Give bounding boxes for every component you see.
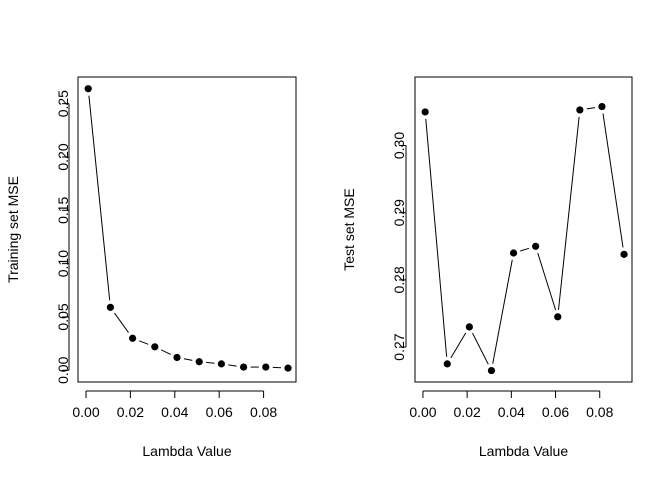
training-series-segment xyxy=(160,349,171,355)
test-y-tick-label: 0.27 xyxy=(391,333,407,360)
training-mse-chart: 0.00 0.02 0.04 0.06 0.08 0.00 0.05 0.10 0.15 0.20… xyxy=(5,76,297,459)
training-x-axis-title: Lambda Value xyxy=(142,443,231,459)
test-series-segment xyxy=(472,332,489,365)
test-series-segment xyxy=(586,107,596,110)
test-series-segment xyxy=(492,259,513,364)
training-data-point xyxy=(240,363,248,371)
test-data-point xyxy=(576,106,584,114)
training-series-segment xyxy=(88,95,111,301)
test-series-segment xyxy=(520,247,530,252)
test-series-segment xyxy=(537,252,557,311)
training-data-point xyxy=(195,358,203,366)
test-x-tick-label: 0.06 xyxy=(542,404,569,420)
training-plot-frame xyxy=(77,76,297,383)
training-y-axis-title: Training set MSE xyxy=(5,176,21,283)
training-y-tick-label: 0.05 xyxy=(55,303,71,330)
test-series-segment xyxy=(557,116,580,310)
test-data-point xyxy=(532,242,540,250)
test-x-tick-label: 0.04 xyxy=(498,404,525,420)
training-y-tick-label: 0.10 xyxy=(55,250,71,277)
test-data-point xyxy=(443,360,451,368)
test-y-tick-label: 0.30 xyxy=(391,132,407,159)
training-series-segment xyxy=(114,312,129,333)
test-series-segment xyxy=(425,118,448,357)
test-plot-frame xyxy=(414,76,633,383)
training-y-tick-label: 0.15 xyxy=(55,196,71,223)
test-data-point xyxy=(465,323,473,331)
test-x-tick-label: 0.00 xyxy=(409,404,436,420)
training-series-segment xyxy=(228,364,237,367)
training-data-point xyxy=(284,364,292,372)
training-series-segment xyxy=(138,340,149,345)
training-x-tick-label: 0.02 xyxy=(117,404,144,420)
test-x-tick-label: 0.08 xyxy=(586,404,613,420)
test-data-point xyxy=(554,313,562,321)
test-y-axis-title: Test set MSE xyxy=(341,188,357,270)
test-y-tick-label: 0.28 xyxy=(391,266,407,293)
training-data-point xyxy=(173,353,181,362)
test-data-point xyxy=(421,108,429,116)
test-data-point xyxy=(487,366,496,375)
test-series-segment xyxy=(450,332,467,359)
test-y-tick-label: 0.29 xyxy=(391,199,407,226)
training-x-tick-label: 0.08 xyxy=(250,404,277,420)
training-x-tick-label: 0.00 xyxy=(72,404,99,420)
training-data-point xyxy=(151,343,159,351)
training-y-tick-label: 0.00 xyxy=(55,356,71,383)
training-y-tick-label: 0.20 xyxy=(55,143,71,170)
training-x-tick-label: 0.04 xyxy=(161,404,188,420)
training-data-point xyxy=(129,334,137,342)
test-mse-chart: 0.00 0.02 0.04 0.06 0.08 0.27 0.28 0.29 0.30 Lamb… xyxy=(341,76,633,459)
test-x-axis-title: Lambda Value xyxy=(479,443,568,459)
test-data-point xyxy=(598,102,606,111)
test-data-point xyxy=(509,249,518,257)
training-series-segment xyxy=(183,358,193,361)
test-data-point xyxy=(620,250,628,258)
test-x-tick-label: 0.02 xyxy=(454,404,481,420)
training-data-point xyxy=(84,85,92,93)
test-series-segment xyxy=(602,113,624,248)
training-series-segment xyxy=(206,361,215,364)
training-data-point xyxy=(217,360,226,368)
training-data-point xyxy=(262,363,270,371)
training-y-tick-label: 0.25 xyxy=(55,90,71,117)
training-data-point xyxy=(106,303,115,311)
training-x-tick-label: 0.06 xyxy=(206,404,233,420)
